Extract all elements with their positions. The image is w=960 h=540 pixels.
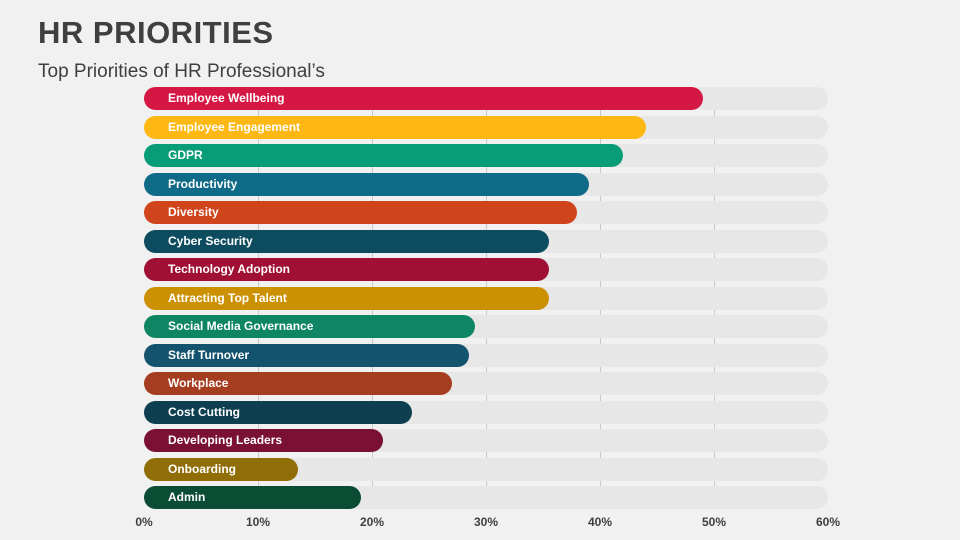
bar-fill: Staff Turnover	[144, 343, 469, 367]
bar-track: Cyber Security	[144, 229, 828, 253]
bar-track: Social Media Governance	[144, 315, 828, 338]
bar-fill: Workplace	[144, 372, 452, 395]
x-axis-tick-label: 30%	[473, 515, 499, 529]
bar-rows: Employee Wellbeing Employee Engagement GDP…	[144, 87, 828, 509]
bar-track: Cost Cutting	[144, 400, 828, 424]
bar-fill: Developing Leaders	[144, 429, 384, 452]
bar-track: Employee Wellbeing	[144, 87, 828, 110]
bar-row: Workplace	[144, 372, 828, 395]
bar-row: Social Media Governance	[144, 315, 828, 338]
x-axis-tick-label: 20%	[359, 515, 385, 529]
bar-label: Workplace	[168, 376, 229, 390]
bar-fill: Cyber Security	[144, 229, 549, 253]
bar-track: Developing Leaders	[144, 429, 828, 452]
x-axis-tick-label: 40%	[587, 515, 613, 529]
bar-row: Cost Cutting	[144, 400, 828, 424]
bar-row: Onboarding	[144, 457, 828, 481]
bar-label: Attracting Top Talent	[168, 290, 287, 305]
bar-fill: Employee Wellbeing	[144, 87, 703, 110]
x-axis-tick-label: 60%	[815, 515, 841, 529]
slide-subtitle: Top Priorities of HR Professional’s	[38, 61, 325, 82]
bar-track: Admin	[144, 486, 828, 509]
x-axis-tick-label: 10%	[245, 515, 271, 529]
bar-row: Cyber Security	[144, 229, 828, 253]
bar-fill: Productivity	[144, 172, 589, 196]
bar-label: Social Media Governance	[168, 319, 314, 333]
bar-row: Productivity	[144, 172, 828, 196]
bar-row: Staff Turnover	[144, 343, 828, 367]
bar-track: Employee Engagement	[144, 115, 828, 139]
bar-row: Employee Wellbeing	[144, 87, 828, 110]
bar-track: Productivity	[144, 172, 828, 196]
slide-title: HR PRIORITIES	[38, 15, 274, 50]
bar-label: Staff Turnover	[168, 347, 250, 362]
bar-fill: Admin	[144, 486, 361, 509]
bar-row: Attracting Top Talent	[144, 286, 828, 310]
bar-row: Technology Adoption	[144, 258, 828, 281]
bar-track: Staff Turnover	[144, 343, 828, 367]
bar-row: GDPR	[144, 144, 828, 167]
bar-label: Diversity	[168, 205, 219, 219]
bar-fill: Attracting Top Talent	[144, 286, 549, 310]
bar-fill: Cost Cutting	[144, 400, 412, 424]
bar-label: Onboarding	[168, 461, 236, 476]
bar-fill: GDPR	[144, 144, 623, 167]
bar-label: Cost Cutting	[168, 404, 240, 419]
bar-fill: Employee Engagement	[144, 115, 646, 139]
bar-row: Diversity	[144, 201, 828, 224]
bar-label: Developing Leaders	[168, 433, 283, 447]
bar-label: Employee Wellbeing	[168, 91, 285, 105]
bar-row: Admin	[144, 486, 828, 509]
bar-label: GDPR	[168, 148, 203, 162]
bar-row: Employee Engagement	[144, 115, 828, 139]
bar-chart: Employee Wellbeing Employee Engagement GDP…	[135, 87, 840, 537]
bar-fill: Onboarding	[144, 457, 298, 481]
bar-track: Technology Adoption	[144, 258, 828, 281]
bar-label: Employee Engagement	[168, 119, 301, 134]
bar-fill: Technology Adoption	[144, 258, 549, 281]
bar-track: GDPR	[144, 144, 828, 167]
bar-track: Diversity	[144, 201, 828, 224]
bar-label: Admin	[168, 490, 206, 504]
bar-track: Onboarding	[144, 457, 828, 481]
bar-track: Attracting Top Talent	[144, 286, 828, 310]
x-axis: 0% 10% 20% 30% 40% 50% 60%	[135, 515, 840, 531]
x-axis-tick-label: 50%	[701, 515, 727, 529]
x-axis-tick-label: 0%	[135, 515, 153, 529]
bar-label: Productivity	[168, 176, 238, 191]
bar-fill: Social Media Governance	[144, 315, 475, 338]
bar-row: Developing Leaders	[144, 429, 828, 452]
bar-label: Technology Adoption	[168, 262, 290, 276]
bar-fill: Diversity	[144, 201, 578, 224]
bar-label: Cyber Security	[168, 233, 253, 248]
bar-track: Workplace	[144, 372, 828, 395]
